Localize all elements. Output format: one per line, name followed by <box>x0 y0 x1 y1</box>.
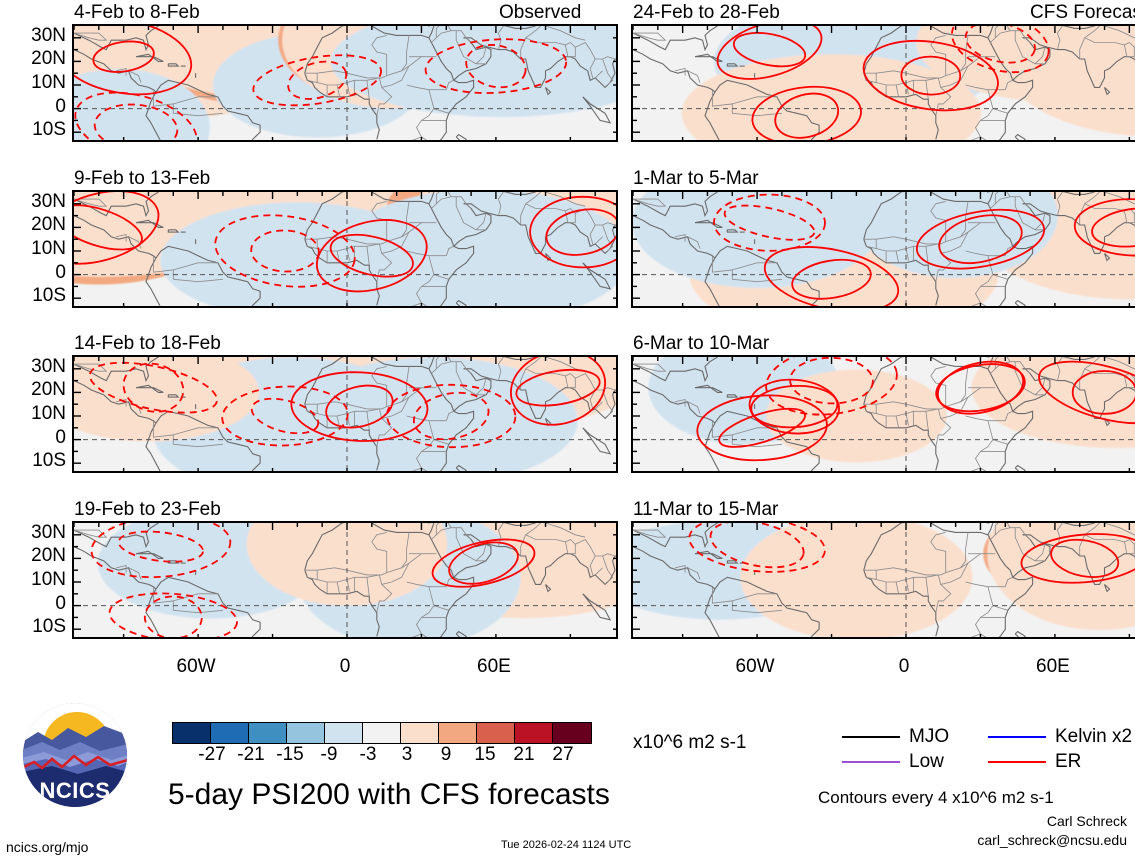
panel-title: 4-Feb to 8-Feb <box>74 2 200 23</box>
y-axis-label: 10N <box>31 569 66 590</box>
colorbar-segment <box>477 723 515 743</box>
colorbar-tick-label: -21 <box>237 744 265 765</box>
legend-item-kelvin-x2: Kelvin x2 <box>988 727 1132 746</box>
colorbar-segment <box>287 723 325 743</box>
map-plot-area <box>631 355 1135 473</box>
legend-item-er: ER <box>988 752 1081 771</box>
colorbar-units: x10^6 m2 s-1 <box>633 732 747 753</box>
panel-title: 1-Mar to 5-Mar <box>633 168 759 189</box>
credit-email[interactable]: carl_schreck@ncsu.edu <box>977 832 1127 848</box>
panel-title: 24-Feb to 28-Feb <box>633 2 780 23</box>
contour-interval-note: Contours every 4 x10^6 m2 s-1 <box>818 788 1054 807</box>
legend-line-swatch <box>988 760 1046 763</box>
y-axis-label: 30N <box>31 521 66 543</box>
colorbar-segment <box>439 723 477 743</box>
y-axis-label: 30N <box>31 190 66 212</box>
panel-title: 11-Mar to 15-Mar <box>633 499 779 520</box>
colorbar-tick-label: 3 <box>401 744 413 765</box>
generation-timestamp: Tue 2026-02-24 1124 UTC <box>501 839 632 851</box>
map-plot-area <box>72 521 618 639</box>
x-axis-label: 60E <box>477 656 511 677</box>
y-axis-label: 0 <box>55 95 66 117</box>
colorbar-segment <box>211 723 249 743</box>
y-axis-label: 30N <box>31 24 66 46</box>
y-axis-label: 10N <box>31 72 66 93</box>
colorbar-tick-label: -27 <box>198 744 226 765</box>
colorbar-tick-label: -3 <box>359 744 377 765</box>
y-axis-label: 20N <box>31 545 66 567</box>
colorbar-segment <box>249 723 287 743</box>
y-axis-label: 10S <box>32 616 66 638</box>
map-plot-area <box>631 24 1135 142</box>
ncics-logo: NCICS <box>22 702 128 808</box>
colorbar-segment <box>401 723 439 743</box>
y-axis-label: 10S <box>32 119 66 141</box>
legend-item-low: Low <box>842 752 944 771</box>
legend-label: MJO <box>909 726 950 747</box>
x-axis-label: 0 <box>898 656 910 677</box>
legend-label: Kelvin x2 <box>1055 726 1133 747</box>
column-header-left: Observed <box>499 2 582 23</box>
map-plot-area <box>72 24 618 142</box>
panel-title: 9-Feb to 13-Feb <box>74 168 211 189</box>
y-axis-label: 0 <box>55 426 66 448</box>
panel-title: 19-Feb to 23-Feb <box>74 499 221 520</box>
x-axis-label: 60W <box>735 656 775 677</box>
legend-label: ER <box>1055 751 1082 772</box>
colorbar-tick-label: 15 <box>474 744 496 765</box>
colorbar-tick-label: -9 <box>320 744 338 765</box>
colorbar <box>172 722 592 744</box>
y-axis-label: 10S <box>32 450 66 472</box>
colorbar-tick-label: 27 <box>552 744 574 765</box>
credit-name: Carl Schreck <box>1046 813 1127 829</box>
x-axis-label: 60W <box>176 656 216 677</box>
y-axis-label: 20N <box>31 214 66 236</box>
colorbar-segment <box>515 723 553 743</box>
y-axis-label: 30N <box>31 355 66 377</box>
colorbar-tick-label: 9 <box>440 744 452 765</box>
colorbar-segment <box>325 723 363 743</box>
legend-item-mjo: MJO <box>842 727 949 746</box>
y-axis-label: 10N <box>31 403 66 424</box>
y-axis-label: 20N <box>31 379 66 401</box>
x-axis-label: 0 <box>339 656 351 677</box>
legend-label: Low <box>909 751 944 772</box>
x-axis-label: 60E <box>1036 656 1070 677</box>
colorbar-segment <box>363 723 401 743</box>
colorbar-tick-label: -15 <box>276 744 304 765</box>
legend-line-swatch <box>842 735 900 738</box>
figure-title: 5-day PSI200 with CFS forecasts <box>168 778 610 811</box>
colorbar-segment <box>553 723 591 743</box>
y-axis-label: 20N <box>31 48 66 70</box>
panel-title: 6-Mar to 10-Mar <box>633 333 770 354</box>
colorbar-segment <box>173 723 211 743</box>
map-plot-area <box>631 190 1135 308</box>
map-plot-area <box>72 190 618 308</box>
map-plot-area <box>72 355 618 473</box>
column-header-right: CFS Forecast <box>1030 2 1135 23</box>
legend-line-swatch <box>988 735 1046 738</box>
y-axis-label: 10N <box>31 238 66 259</box>
legend-line-swatch <box>842 760 900 763</box>
panel-title: 14-Feb to 18-Feb <box>74 333 221 354</box>
y-axis-label: 0 <box>55 592 66 614</box>
colorbar-tick-label: 21 <box>513 744 535 765</box>
y-axis-label: 10S <box>32 285 66 307</box>
map-plot-area <box>631 521 1135 639</box>
svg-text:NCICS: NCICS <box>40 778 111 803</box>
y-axis-label: 0 <box>55 261 66 283</box>
site-url[interactable]: ncics.org/mjo <box>6 839 89 855</box>
